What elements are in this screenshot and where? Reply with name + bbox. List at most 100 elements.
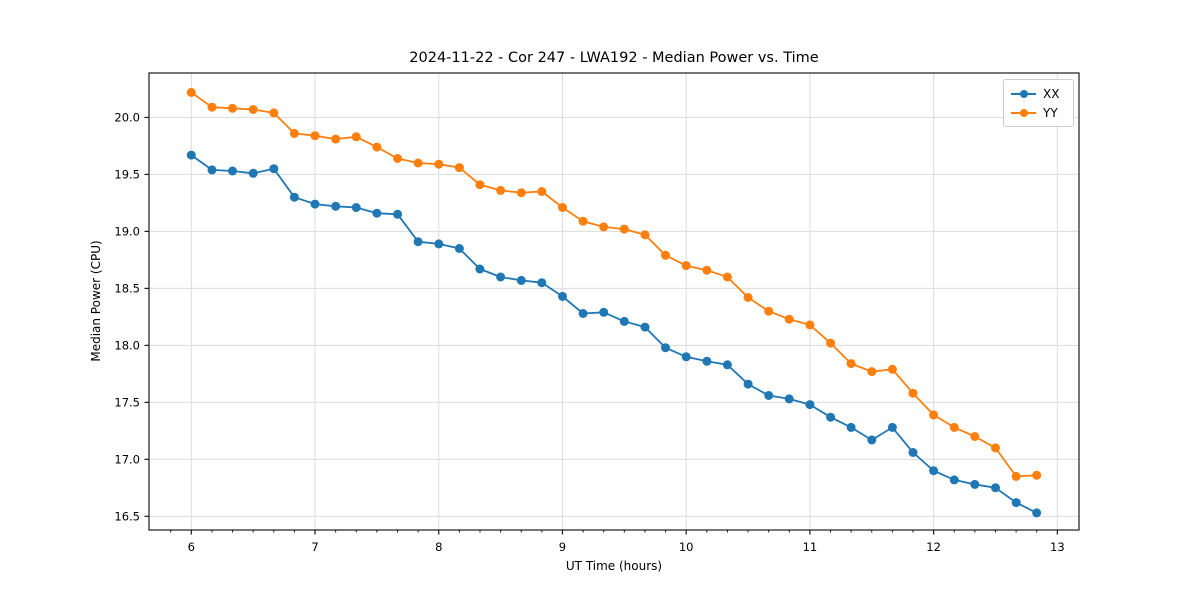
- yy-data-point: [207, 102, 217, 112]
- yy-data-point: [537, 187, 547, 196]
- xx-data-point: [475, 264, 485, 274]
- xx-data-point: [991, 483, 1000, 493]
- yy-series-line: [190, 91, 1037, 478]
- xx-data-point: [310, 199, 320, 209]
- y-tick-label: 16.5: [114, 509, 140, 523]
- yy-data-point: [331, 134, 341, 144]
- xx-data-point: [846, 422, 856, 432]
- yy-data-point: [599, 222, 609, 232]
- yy-data-point: [619, 224, 629, 234]
- xx-line-marker-swatch: [1011, 89, 1036, 99]
- legend-item-yy[interactable]: YY: [1011, 103, 1073, 122]
- yy-data-point: [826, 338, 836, 348]
- xx-data-point: [949, 475, 959, 485]
- xx-data-point: [599, 307, 609, 317]
- yy-data-point: [516, 188, 526, 198]
- x-tick-label: 10: [679, 540, 694, 554]
- yy-data-point: [1011, 471, 1021, 481]
- yy-data-point: [867, 367, 877, 377]
- x-tick-label: 7: [311, 540, 318, 554]
- xx-data-point: [413, 237, 423, 247]
- yy-data-point: [228, 103, 237, 113]
- y-tick-label: 20.0: [114, 110, 140, 124]
- plot-spines: [148, 72, 1080, 531]
- xx-data-point: [372, 208, 382, 218]
- xx-data-point: [434, 239, 444, 249]
- y-tick-label: 19.0: [114, 224, 140, 238]
- yy-data-point: [743, 293, 753, 302]
- xx-data-point: [289, 192, 299, 202]
- yy-data-point: [929, 410, 939, 420]
- xx-data-point: [207, 165, 217, 175]
- y-axis-label: Median Power (CPU): [89, 240, 103, 362]
- xx-data-point: [351, 203, 361, 212]
- xx-data-point: [970, 479, 980, 489]
- yy-data-point: [310, 131, 320, 141]
- yy-data-point: [558, 203, 567, 212]
- legend-item-xx[interactable]: XX: [1011, 84, 1073, 103]
- yy-data-point: [949, 422, 959, 432]
- yy-data-point: [805, 320, 815, 330]
- xx-data-point: [269, 164, 279, 174]
- x-tick-label: 13: [1050, 540, 1065, 554]
- yy-data-point: [991, 443, 1000, 453]
- xx-data-point: [619, 316, 629, 326]
- yy-data-point: [970, 432, 980, 441]
- xx-data-point: [228, 166, 237, 176]
- x-tick-label: 11: [803, 540, 818, 554]
- yy-data-point: [372, 142, 382, 152]
- xx-data-point: [702, 356, 712, 366]
- yy-data-point: [454, 163, 464, 173]
- yy-data-point: [351, 132, 361, 142]
- xx-data-point: [640, 322, 650, 332]
- yy-data-point: [764, 306, 774, 316]
- xx-data-point: [681, 352, 691, 362]
- y-tick-label: 18.5: [114, 281, 140, 295]
- xx-data-point: [826, 412, 836, 422]
- yy-line-marker-swatch: [1011, 108, 1036, 118]
- y-tick-label: 18.0: [114, 338, 140, 352]
- yy-data-point: [186, 87, 196, 97]
- y-tick-label: 17.0: [114, 452, 140, 466]
- yy-data-point: [846, 359, 856, 369]
- xx-data-point: [661, 343, 670, 353]
- legend-label-yy: YY: [1043, 105, 1058, 120]
- xx-data-point: [1011, 498, 1021, 508]
- xx-data-point: [764, 391, 774, 400]
- yy-data-point: [702, 265, 712, 275]
- yy-data-point: [722, 272, 732, 282]
- xx-data-point: [331, 201, 341, 211]
- yy-data-point: [908, 388, 918, 398]
- xx-data-point: [908, 448, 918, 457]
- xx-data-point: [248, 168, 258, 178]
- x-tick-label: 9: [559, 540, 566, 554]
- yy-data-point: [681, 261, 691, 271]
- yy-data-point: [496, 185, 506, 195]
- xx-data-point: [887, 422, 897, 432]
- xx-data-point: [454, 244, 464, 253]
- yy-data-point: [248, 105, 258, 114]
- xx-data-point: [867, 435, 877, 445]
- legend: XX YY: [1003, 79, 1074, 127]
- yy-data-point: [887, 364, 897, 374]
- xx-data-point: [929, 466, 939, 476]
- yy-data-point: [289, 128, 299, 138]
- xx-data-point: [805, 400, 815, 410]
- xx-data-point: [516, 275, 526, 285]
- x-tick-label: 8: [435, 540, 442, 554]
- yy-data-point: [393, 154, 403, 163]
- xx-data-point: [496, 272, 506, 282]
- x-tick-label: 12: [926, 540, 941, 554]
- yy-data-point: [1032, 470, 1042, 480]
- yy-data-point: [578, 216, 588, 226]
- xx-data-point: [743, 379, 753, 389]
- xx-data-point: [393, 209, 403, 219]
- x-tick-label: 6: [188, 540, 195, 554]
- xx-data-point: [578, 309, 588, 318]
- legend-label-xx: XX: [1043, 86, 1060, 101]
- x-axis-label: UT Time (hours): [565, 559, 663, 573]
- yy-data-point: [640, 230, 650, 240]
- xx-data-point: [558, 291, 567, 301]
